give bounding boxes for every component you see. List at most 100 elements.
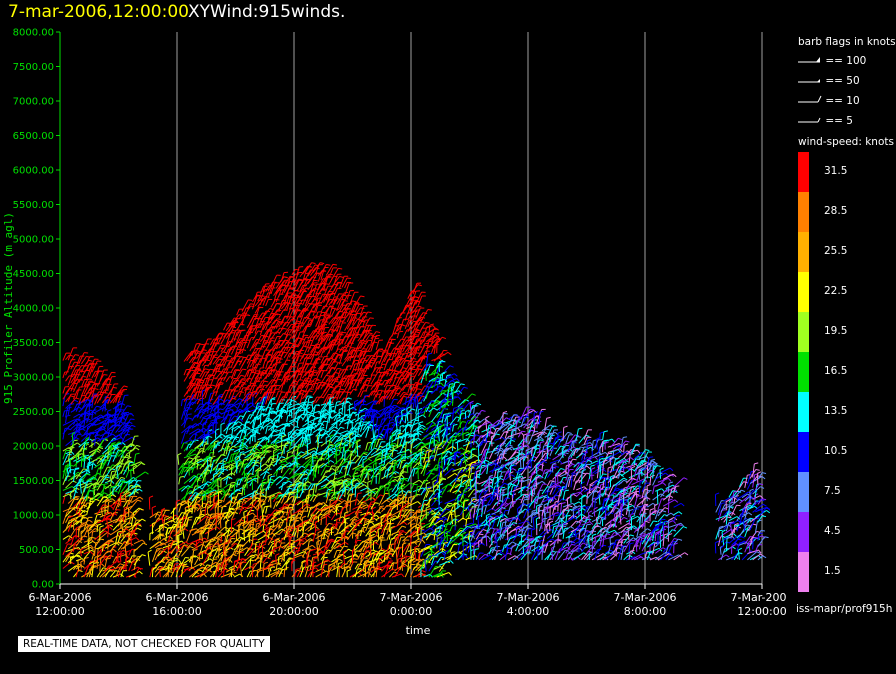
wind-barb bbox=[125, 418, 131, 428]
wind-barb bbox=[131, 558, 137, 563]
wind-barb-flag bbox=[117, 400, 122, 404]
wind-barb-flag bbox=[84, 556, 89, 559]
wind-barb bbox=[182, 526, 185, 539]
wind-barb bbox=[87, 464, 90, 474]
wind-barb bbox=[223, 446, 227, 456]
wind-barb-flag bbox=[74, 419, 78, 423]
wind-barb bbox=[217, 356, 225, 368]
wind-barb bbox=[128, 499, 138, 512]
wind-barb bbox=[217, 333, 224, 344]
wind-barb-flag bbox=[120, 491, 125, 495]
wind-barb bbox=[304, 556, 308, 571]
wind-barb bbox=[91, 370, 96, 379]
wind-barb bbox=[215, 454, 222, 464]
wind-barb bbox=[78, 413, 83, 419]
wind-barb bbox=[104, 498, 113, 503]
wind-barb bbox=[204, 501, 209, 508]
wind-barb-flag bbox=[225, 345, 230, 348]
wind-barb bbox=[178, 557, 186, 570]
wind-barb bbox=[112, 450, 119, 462]
wind-barb bbox=[94, 406, 105, 414]
wind-barb bbox=[107, 376, 113, 391]
wind-barb-flag bbox=[246, 428, 251, 430]
wind-barb-flag bbox=[175, 514, 179, 518]
wind-barb-flag bbox=[218, 490, 223, 493]
wind-barb bbox=[204, 418, 208, 426]
wind-barb-flag bbox=[198, 569, 203, 572]
wind-barb bbox=[62, 535, 70, 540]
wind-barb bbox=[71, 433, 74, 447]
wind-barb bbox=[109, 512, 115, 521]
wind-barb bbox=[314, 467, 317, 478]
wind-barb bbox=[91, 405, 97, 414]
wind-barb-flag bbox=[207, 481, 212, 484]
wind-barb bbox=[238, 452, 241, 461]
wind-barb bbox=[186, 449, 192, 457]
wind-barb bbox=[201, 437, 205, 447]
wind-barb bbox=[209, 542, 211, 550]
wind-barb-flag bbox=[217, 536, 222, 540]
wind-barb bbox=[236, 400, 243, 411]
wind-barb bbox=[130, 508, 141, 519]
wind-barb bbox=[262, 557, 268, 564]
wind-barb bbox=[125, 470, 130, 478]
wind-barb bbox=[214, 505, 217, 517]
wind-barb-flag bbox=[87, 502, 92, 505]
wind-barb bbox=[207, 542, 219, 549]
wind-barb bbox=[170, 546, 177, 555]
wind-barb bbox=[99, 496, 104, 503]
wind-barb bbox=[199, 541, 205, 555]
wind-barb bbox=[183, 566, 193, 571]
wind-barb-flag bbox=[127, 405, 132, 408]
wind-barb bbox=[203, 431, 206, 443]
wind-barb-flag bbox=[331, 468, 336, 472]
wind-barb bbox=[320, 306, 325, 313]
wind-barb bbox=[94, 462, 103, 469]
wind-barb bbox=[286, 473, 297, 482]
wind-barb bbox=[183, 369, 187, 376]
wind-barb bbox=[109, 395, 117, 404]
wind-barb bbox=[180, 399, 183, 407]
wind-barb bbox=[225, 366, 229, 374]
wind-barb bbox=[183, 395, 189, 402]
wind-barb bbox=[94, 414, 101, 420]
wind-barb bbox=[132, 466, 135, 475]
wind-barb-flag bbox=[328, 522, 333, 525]
wind-barb bbox=[78, 395, 83, 405]
wind-barb bbox=[122, 412, 126, 420]
wind-barb bbox=[87, 530, 90, 541]
wind-barb bbox=[320, 518, 323, 525]
wind-barb bbox=[96, 428, 101, 435]
wind-barb bbox=[204, 368, 211, 378]
wind-barb bbox=[75, 570, 79, 578]
wind-barb-flag bbox=[238, 421, 243, 424]
wind-barb bbox=[233, 493, 239, 504]
wind-barb-flag bbox=[190, 369, 195, 372]
wind-barb bbox=[186, 383, 193, 395]
wind-barb bbox=[104, 558, 108, 568]
wind-barb bbox=[233, 318, 238, 328]
wind-barb-flag bbox=[218, 436, 223, 439]
wind-barb bbox=[99, 555, 107, 566]
wind-barb bbox=[67, 528, 76, 541]
wind-barb bbox=[70, 515, 83, 521]
wind-barb-flag bbox=[214, 440, 219, 443]
wind-barb bbox=[154, 565, 160, 573]
wind-barb bbox=[215, 371, 223, 380]
wind-barb-flag bbox=[108, 523, 113, 526]
wind-barb bbox=[107, 394, 112, 405]
wind-barb bbox=[94, 435, 97, 446]
wind-barb-flag bbox=[159, 523, 164, 527]
wind-barb-flag bbox=[86, 473, 91, 476]
wind-barb bbox=[194, 379, 199, 393]
wind-barb bbox=[123, 436, 133, 443]
wind-barb-flag bbox=[282, 481, 288, 484]
wind-barb-flag bbox=[332, 263, 337, 266]
wind-barb bbox=[212, 444, 217, 451]
wind-barb bbox=[225, 512, 231, 525]
wind-barb bbox=[228, 345, 234, 354]
wind-barb bbox=[194, 457, 197, 466]
wind-barb bbox=[65, 407, 69, 418]
wind-barb bbox=[202, 481, 208, 490]
wind-barb bbox=[230, 390, 235, 401]
